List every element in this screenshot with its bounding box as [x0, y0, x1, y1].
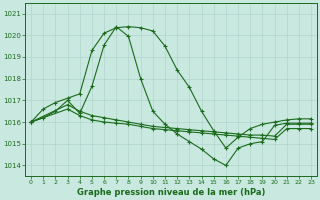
X-axis label: Graphe pression niveau de la mer (hPa): Graphe pression niveau de la mer (hPa)	[77, 188, 265, 197]
